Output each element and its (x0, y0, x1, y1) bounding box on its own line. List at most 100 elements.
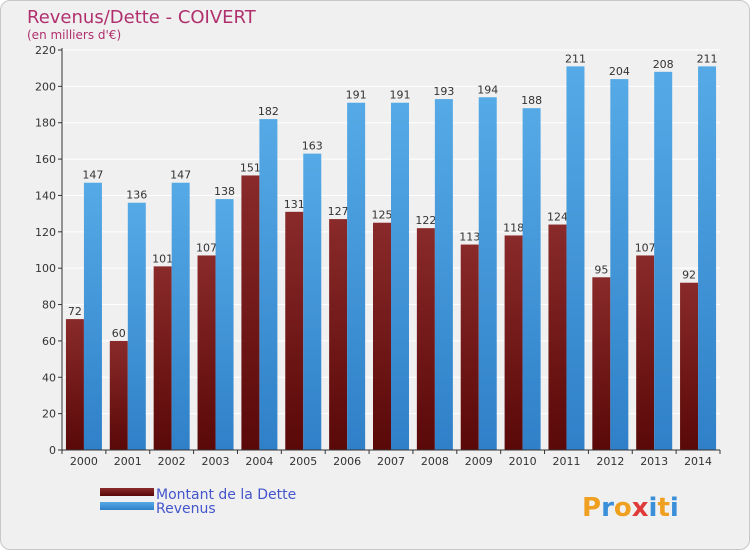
bar-dette (460, 244, 479, 450)
x-tick-label: 2009 (465, 455, 493, 468)
bar-revenus (259, 119, 278, 450)
bar-dette (285, 211, 304, 450)
bar-revenus (566, 66, 585, 450)
logo-letter: i (649, 493, 658, 523)
x-tick-label: 2000 (70, 455, 98, 468)
y-tick-label: 200 (35, 80, 56, 93)
y-tick-label: 160 (35, 153, 56, 166)
data-label: 118 (503, 221, 524, 234)
x-tick-label: 2006 (333, 455, 361, 468)
y-tick-label: 60 (42, 335, 56, 348)
bar-revenus (347, 102, 366, 451)
bar-dette (680, 282, 699, 450)
bar-dette (636, 255, 655, 450)
x-tick-label: 2005 (289, 455, 317, 468)
data-label: 138 (214, 185, 235, 198)
bar-revenus (171, 182, 190, 450)
x-tick-label: 2014 (684, 455, 712, 468)
data-label: 107 (635, 241, 656, 254)
x-tick-label: 2007 (377, 455, 405, 468)
bar-dette (153, 266, 172, 450)
data-label: 124 (547, 211, 568, 224)
data-label: 182 (258, 105, 279, 118)
bar-dette (197, 255, 216, 450)
bar-dette (109, 340, 128, 450)
bar-dette (548, 224, 567, 450)
logo-letter: P (582, 493, 601, 523)
bar-dette (504, 235, 523, 450)
y-tick-label: 120 (35, 226, 56, 239)
axes (61, 48, 720, 451)
y-tick-label: 140 (35, 189, 56, 202)
data-label: 208 (653, 58, 674, 71)
bar-revenus (391, 102, 409, 451)
data-label: 72 (68, 305, 82, 318)
x-tick-label: 2001 (114, 455, 142, 468)
legend-label-revenus: Revenus (156, 501, 216, 517)
chart-subtitle: (en milliers d'€) (27, 28, 121, 42)
y-tick-label: 220 (35, 44, 56, 57)
data-label: 147 (170, 169, 191, 182)
x-axis-ticks: 2000 2001 2002 2003 2004 2005 2006 2007 2008 2009… (61, 450, 721, 468)
logo-letter: r (601, 493, 614, 523)
legend-swatch-revenus (100, 502, 154, 510)
x-tick-label: 2013 (640, 455, 668, 468)
bar-dette (65, 319, 84, 450)
bar-revenus (127, 202, 146, 450)
chart-title: Revenus/Dette - COIVERT (27, 7, 257, 28)
bar-revenus (478, 97, 497, 450)
data-label: 131 (284, 198, 305, 211)
data-label: 127 (328, 205, 349, 218)
logo-letter: x (632, 493, 649, 523)
data-label: 163 (302, 140, 323, 153)
x-tick-label: 2002 (158, 455, 186, 468)
data-label: 147 (82, 169, 103, 182)
proxiti-logo: Proxiti (582, 493, 679, 523)
data-label: 211 (565, 52, 586, 65)
x-tick-label: 2010 (509, 455, 537, 468)
x-tick-label: 2012 (596, 455, 624, 468)
data-label: 101 (152, 252, 173, 265)
y-tick-label: 20 (42, 408, 56, 421)
data-label: 95 (594, 263, 608, 276)
data-label: 125 (372, 209, 393, 222)
x-tick-label: 2003 (202, 455, 230, 468)
bar-revenus (434, 99, 453, 450)
bar-revenus (610, 79, 629, 450)
x-tick-label: 2004 (245, 455, 273, 468)
y-tick-label: 40 (42, 371, 56, 384)
data-label: 194 (477, 83, 498, 96)
y-tick-label: 100 (35, 262, 56, 275)
data-label: 191 (390, 89, 411, 102)
bar-revenus (303, 153, 322, 451)
bar-dette (373, 222, 391, 450)
logo-letter: t (657, 493, 669, 523)
bar-revenus (698, 66, 717, 450)
data-label: 151 (240, 161, 261, 174)
legend-swatch-dette (100, 488, 154, 496)
bar-dette (416, 228, 435, 450)
bar-revenus (83, 182, 102, 450)
bar-dette (329, 219, 348, 450)
data-label: 136 (126, 189, 147, 202)
y-tick-label: 180 (35, 117, 56, 130)
data-label: 193 (433, 85, 454, 98)
y-axis-ticks: 0 20 40 60 80 100 120 140 160 180 200 220 (35, 44, 62, 457)
data-label: 92 (682, 269, 696, 282)
legend: Montant de la Dette Revenus (100, 487, 296, 517)
data-label: 122 (415, 214, 436, 227)
data-label: 113 (459, 231, 480, 244)
legend-label-dette: Montant de la Dette (156, 487, 296, 503)
data-label: 211 (697, 52, 718, 65)
bar-dette (592, 277, 611, 450)
data-label: 204 (609, 65, 630, 78)
y-tick-label: 0 (49, 444, 56, 457)
data-label: 107 (196, 241, 217, 254)
x-tick-label: 2008 (421, 455, 449, 468)
bar-revenus (654, 71, 673, 451)
bar-revenus (522, 108, 541, 450)
data-label: 188 (521, 94, 542, 107)
logo-letter: i (670, 493, 679, 523)
bars: 72 147 60 136 101 147 107 138 151 182 131 163 127 191… (65, 52, 718, 451)
data-label: 60 (112, 327, 126, 340)
